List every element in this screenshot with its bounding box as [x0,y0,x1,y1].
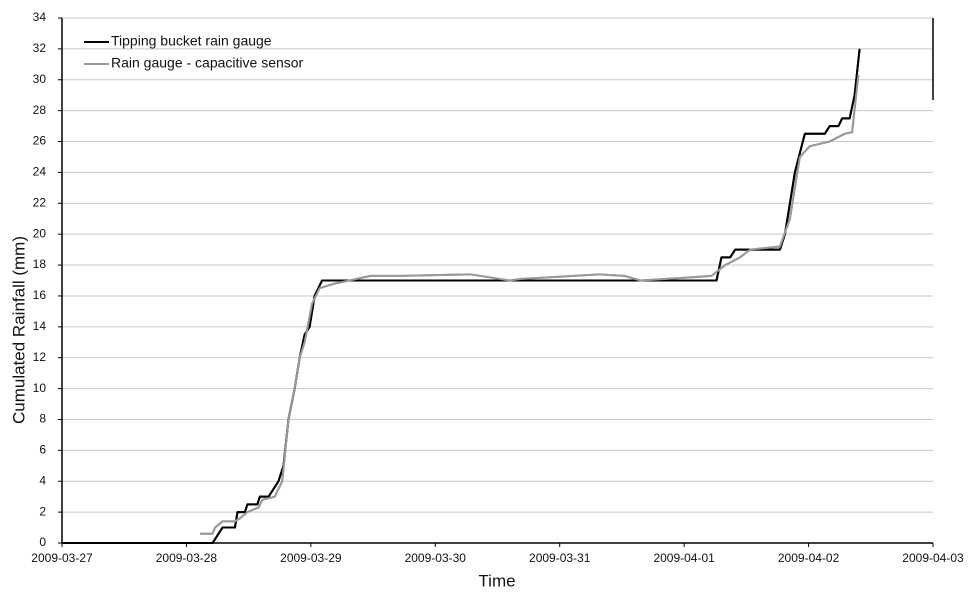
x-tick-label: 2009-03-31 [529,551,591,565]
x-tick-label: 2009-04-02 [778,551,840,565]
y-tick-label: 18 [33,257,47,271]
y-tick-label: 34 [33,10,47,24]
y-tick-label: 2 [39,504,46,518]
y-tick-label: 24 [33,165,47,179]
legend-label: Rain gauge - capacitive sensor [111,55,304,71]
y-tick-label: 6 [39,443,46,457]
y-tick-label: 14 [33,319,47,333]
x-tick-label: 2009-04-03 [902,551,964,565]
data-line [200,75,860,535]
y-tick-label: 32 [33,41,47,55]
y-tick-label: 0 [39,535,46,549]
x-tick-label: 2009-04-01 [653,551,715,565]
legend-label: Tipping bucket rain gauge [111,33,272,49]
y-tick-label: 8 [39,412,46,426]
y-tick-label: 10 [33,381,47,395]
y-axis-title: Cumulated Rainfall (mm) [9,236,28,424]
y-tick-label: 28 [33,103,47,117]
y-tick-label: 30 [33,72,47,86]
y-tick-label: 16 [33,288,47,302]
x-tick-label: 2009-03-30 [405,551,467,565]
x-tick-label: 2009-03-27 [31,551,93,565]
y-tick-label: 12 [33,350,47,364]
x-axis-title: Time [478,571,515,590]
data-line [200,75,860,535]
y-tick-label: 26 [33,134,47,148]
x-tick-label: 2009-03-29 [280,551,342,565]
x-tick-label: 2009-03-28 [156,551,218,565]
y-tick-label: 20 [33,226,47,240]
data-line [62,48,861,544]
y-tick-label: 22 [33,195,47,209]
y-tick-label: 4 [39,473,46,487]
